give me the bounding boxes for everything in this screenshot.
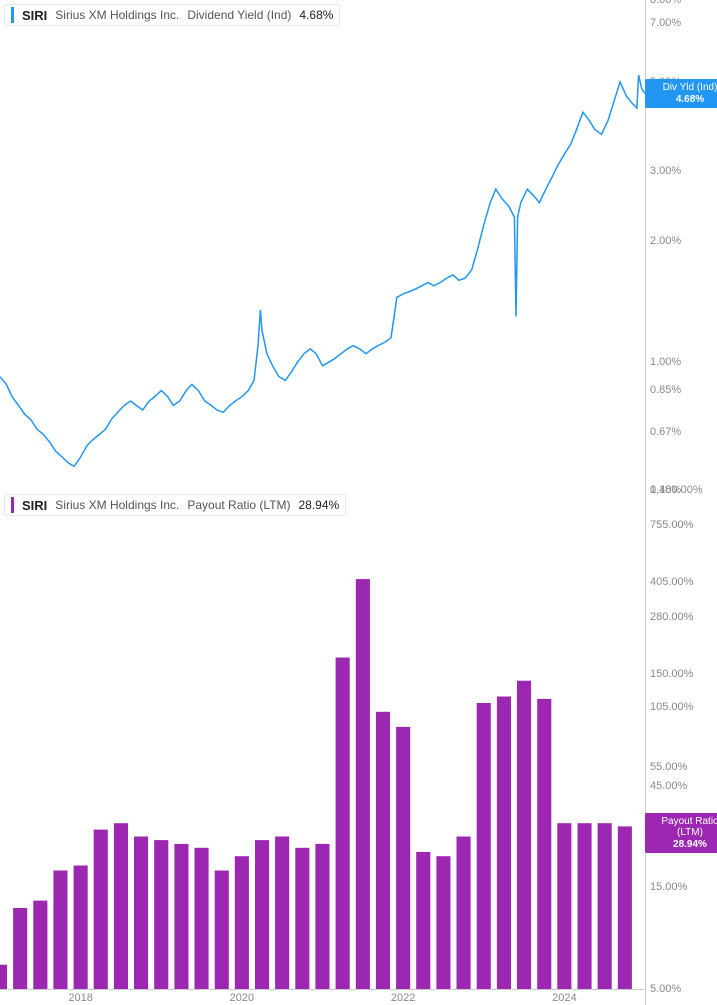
payout-bar: [436, 856, 450, 989]
payout-bar: [295, 848, 309, 989]
legend-color-bar: [11, 497, 14, 513]
payout-bar: [416, 852, 430, 989]
legend-color-bar: [11, 7, 14, 23]
x-tick: 2024: [552, 992, 576, 1004]
y-tick: 755.00%: [650, 519, 693, 531]
x-tick: 2020: [230, 992, 254, 1004]
top-y-axis: 0.48%0.67%0.85%1.00%2.00%3.00%5.00%7.00%…: [645, 0, 717, 490]
payout-bar: [275, 837, 289, 990]
dividend-yield-line-chart[interactable]: [0, 0, 645, 490]
payout-bar: [618, 826, 632, 989]
dividend-yield-panel: SIRI Sirius XM Holdings Inc. Dividend Yi…: [0, 0, 717, 490]
payout-bar: [477, 703, 491, 989]
payout-bar: [517, 681, 531, 989]
payout-bar: [33, 901, 47, 989]
legend-ticker: SIRI: [22, 498, 47, 513]
payout-bar: [537, 699, 551, 989]
payout-ratio-bar-chart[interactable]: [0, 490, 645, 989]
legend-metric: Dividend Yield (Ind): [187, 8, 291, 22]
y-tick: 3.00%: [650, 165, 681, 177]
payout-bar: [114, 823, 128, 989]
x-tick: 2022: [391, 992, 415, 1004]
payout-bar: [0, 965, 7, 989]
payout-bar: [134, 837, 148, 990]
y-tick: 105.00%: [650, 701, 693, 713]
payout-bar: [154, 840, 168, 989]
payout-bar: [315, 844, 329, 989]
flag-value: 28.94%: [649, 839, 717, 851]
payout-bar: [13, 908, 27, 989]
x-tick: 2018: [68, 992, 92, 1004]
bottom-y-axis: 5.00% 15.00% 45.00% 55.00% 105.00% 150.00% 280…: [645, 490, 717, 1005]
top-legend: SIRI Sirius XM Holdings Inc. Dividend Yi…: [4, 4, 340, 26]
payout-bar: [457, 837, 471, 990]
legend-company-name: Sirius XM Holdings Inc.: [55, 8, 179, 22]
flag-value: 4.68%: [649, 94, 717, 106]
payout-bar: [356, 579, 370, 989]
legend-metric: Payout Ratio (LTM): [187, 498, 290, 512]
payout-bar: [255, 840, 269, 989]
payout-bar: [94, 830, 108, 989]
payout-bar: [235, 856, 249, 989]
payout-bar: [396, 727, 410, 989]
bottom-x-axis: 2018 2020 2022 2024: [0, 989, 645, 1005]
flag-title: Div Yld (Ind): [649, 82, 717, 94]
payout-bar: [497, 697, 511, 990]
dividend-yield-flag: Div Yld (Ind) 4.68%: [645, 79, 717, 108]
payout-ratio-flag: Payout Ratio (LTM) 28.94%: [645, 813, 717, 854]
payout-bar: [336, 658, 350, 990]
legend-value: 28.94%: [299, 498, 340, 512]
y-tick: 280.00%: [650, 611, 693, 623]
legend-ticker: SIRI: [22, 8, 47, 23]
y-tick: 0.67%: [650, 426, 681, 438]
payout-bar: [74, 866, 88, 990]
payout-ratio-panel: SIRI Sirius XM Holdings Inc. Payout Rati…: [0, 490, 717, 1005]
y-tick: 45.00%: [650, 780, 687, 792]
payout-bar: [376, 712, 390, 989]
y-tick: 8.00%: [650, 0, 681, 6]
legend-value: 4.68%: [299, 8, 333, 22]
y-tick: 5.00%: [650, 983, 681, 995]
y-tick: 150.00%: [650, 668, 693, 680]
y-tick: 0.85%: [650, 384, 681, 396]
payout-bar: [598, 823, 612, 989]
y-tick: 7.00%: [650, 17, 681, 29]
y-tick: 2.00%: [650, 235, 681, 247]
legend-company-name: Sirius XM Holdings Inc.: [55, 498, 179, 512]
payout-bar: [557, 823, 571, 989]
payout-bar: [578, 823, 592, 989]
payout-bar: [53, 871, 67, 990]
y-tick: 1,100.00%: [650, 484, 703, 496]
y-tick: 15.00%: [650, 881, 687, 893]
dividend-yield-series: [0, 75, 645, 466]
payout-bar: [195, 848, 209, 989]
y-tick: 1.00%: [650, 356, 681, 368]
bottom-legend: SIRI Sirius XM Holdings Inc. Payout Rati…: [4, 494, 346, 516]
flag-title: Payout Ratio (LTM): [649, 816, 717, 839]
payout-bar: [215, 871, 229, 990]
payout-bar: [174, 844, 188, 989]
y-tick: 405.00%: [650, 576, 693, 588]
y-tick: 55.00%: [650, 761, 687, 773]
